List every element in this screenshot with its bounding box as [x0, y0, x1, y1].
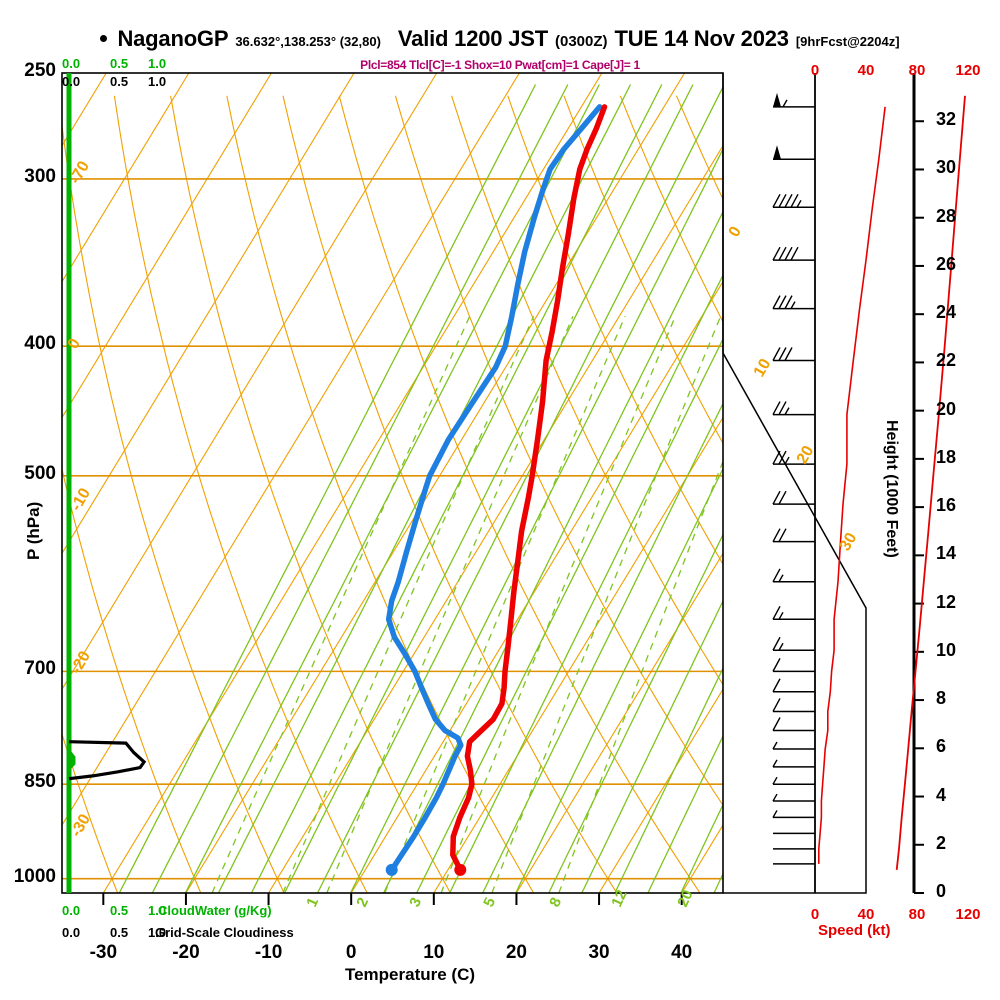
cloudwater-tick-top-1.0: 1.0 [148, 56, 167, 71]
station-name: NaganoGP [117, 26, 229, 51]
height-tick-0: 0 [936, 881, 947, 901]
height-tick-4: 4 [936, 784, 947, 805]
speed-tick-0-top: 0 [810, 62, 820, 79]
height-tick-10: 10 [936, 639, 957, 660]
height-tick-22: 22 [936, 350, 957, 371]
mixing-ratio-label-8: 8 [546, 895, 565, 910]
cloudiness-tick-top-0.0: 0.0 [62, 74, 81, 89]
mixing-ratio-label-12: 12 [608, 887, 630, 909]
height-axis-ticks [914, 120, 924, 894]
height-tick-12: 12 [936, 591, 957, 612]
speed-tick-40-top: 40 [857, 62, 875, 79]
speed-tick-120-bottom: 120 [955, 906, 981, 923]
station-coords: 36.632°,138.253° (32,80) [235, 34, 381, 49]
cloudiness-tick-top-0.5: 0.5 [110, 74, 129, 89]
mixing-ratio-lines [211, 316, 723, 893]
height-tick-28: 28 [936, 205, 957, 226]
cloudwater-axis-title: CloudWater (g/Kg) [158, 903, 272, 918]
cloudiness-tick-bottom-0.0: 0.0 [62, 925, 81, 940]
valid-date: TUE 14 Nov 2023 [614, 26, 790, 51]
temp-tick-0: 0 [345, 942, 357, 963]
height-tick-30: 30 [936, 157, 957, 178]
pressure-tick-300: 300 [24, 165, 56, 187]
speed-tick-80-bottom: 80 [908, 906, 926, 923]
temp-tick-20: 20 [505, 942, 527, 963]
height-tick-2: 2 [936, 832, 947, 853]
cloudiness-tick-bottom-1.0: 1.0 [148, 925, 167, 940]
station-dot-icon [100, 35, 108, 42]
height-tick-20: 20 [936, 398, 957, 419]
speed-tick-80-top: 80 [908, 62, 926, 79]
cloudwater-trace [67, 751, 76, 770]
mixing-ratio-label-20: 20 [674, 887, 696, 909]
speed-trace [817, 106, 886, 864]
pressure-tick-700: 700 [24, 658, 56, 680]
height-trace [895, 95, 966, 870]
pressure-tick-250: 250 [24, 60, 56, 81]
cloudwater-tick-bottom-1.0: 1.0 [148, 903, 167, 918]
valid-time-z: (0300Z) [554, 33, 608, 50]
temp-tick-10: 10 [423, 942, 445, 963]
isotherm-label-30: 30 [837, 530, 861, 554]
pressure-tick-1000: 1000 [13, 865, 56, 887]
valid-time: Valid 1200 JST [397, 26, 548, 51]
dewpoint-trace [385, 104, 603, 876]
mixing-ratio-label-1: 1 [303, 895, 322, 910]
pressure-tick-400: 400 [24, 333, 56, 355]
isotherm-label-10: 10 [751, 356, 775, 380]
mixing-ratio-label-5: 5 [480, 895, 499, 910]
speed-tick-120-top: 120 [955, 62, 981, 79]
wind-barbs [772, 92, 815, 865]
pressure-axis-title: P (hPa) [24, 501, 43, 560]
temperature-trace [450, 104, 608, 876]
cloudwater-tick-top-0.5: 0.5 [110, 56, 129, 71]
height-tick-16: 16 [936, 495, 957, 516]
mixing-ratio-label-3: 3 [406, 895, 425, 910]
temp-tick--20: -20 [172, 942, 200, 963]
height-tick-32: 32 [936, 109, 957, 130]
height-tick-26: 26 [936, 253, 957, 274]
cloudiness-axis-title: Grid-Scale Cloudiness [155, 925, 294, 940]
speed-tick-0-bottom: 0 [810, 906, 820, 923]
cloudwater-tick-top-0.0: 0.0 [62, 56, 81, 71]
isotherm-label-0: 0 [726, 224, 745, 240]
mixing-ratio-label-2: 2 [353, 895, 372, 910]
temperature-axis-ticks [102, 893, 683, 905]
temp-tick--10: -10 [254, 942, 283, 963]
temp-tick--30: -30 [89, 942, 118, 963]
cloudwater-tick-bottom-0.5: 0.5 [110, 903, 129, 918]
isotherm-label-20: 20 [794, 443, 818, 467]
chart-header: NaganoGP 36.632°,138.253° (32,80) Valid … [0, 26, 1000, 52]
height-tick-8: 8 [936, 688, 947, 709]
cloudiness-tick-top-1.0: 1.0 [148, 74, 167, 89]
sounding-parameters: Plcl=854 Tlcl[C]=-1 Shox=10 Pwat[cm]=1 C… [360, 58, 640, 72]
moist-adiabat-lines [118, 84, 723, 893]
isobar-lines [62, 178, 723, 880]
cloudwater-tick-bottom-0.0: 0.0 [62, 903, 81, 918]
wind-panel-frame [722, 73, 867, 894]
height-tick-18: 18 [936, 446, 957, 467]
pressure-tick-850: 850 [24, 771, 56, 793]
height-tick-24: 24 [936, 302, 957, 323]
isotherm-label--30: -30 [68, 811, 94, 840]
temp-tick-40: 40 [671, 942, 693, 963]
cloudiness-trace [68, 740, 147, 781]
speed-tick-40-bottom: 40 [857, 906, 875, 923]
cloudiness-tick-bottom-0.5: 0.5 [110, 925, 129, 940]
temperature-axis-title: Temperature (C) [344, 965, 476, 984]
plot-frame [61, 72, 724, 894]
height-axis-title: Height (1000 Feet) [883, 420, 900, 558]
height-tick-6: 6 [936, 736, 947, 757]
forecast-stamp: [9hrFcst@2204z] [795, 34, 900, 49]
height-tick-14: 14 [936, 543, 957, 564]
temp-tick-30: 30 [588, 942, 610, 963]
speed-axis-title: Speed (kt) [818, 922, 891, 939]
pressure-tick-500: 500 [24, 462, 56, 484]
